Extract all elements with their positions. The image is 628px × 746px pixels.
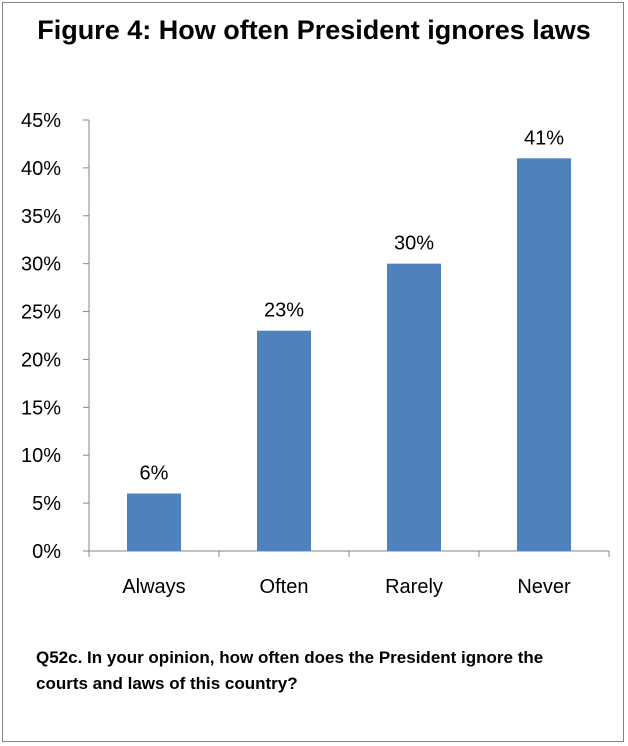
question-caption: Q52c. In your opinion, how often does th… bbox=[36, 648, 544, 693]
bar-often bbox=[257, 330, 311, 551]
y-tick-label: 35% bbox=[21, 206, 61, 228]
y-tick-label: 20% bbox=[21, 349, 61, 371]
chart-title: Figure 4: How often President ignores la… bbox=[37, 15, 591, 45]
x-tick-label-often: Often bbox=[260, 576, 309, 598]
data-label-often: 23% bbox=[264, 300, 304, 322]
bar-chart: 0% 5% 10% 15% 20% 25% 30% 35% 40% 45% 6% Always 23% O… bbox=[21, 110, 610, 598]
data-label-always: 6% bbox=[140, 463, 169, 485]
bar-rarely bbox=[387, 263, 441, 551]
y-tick-label: 45% bbox=[21, 110, 61, 132]
y-tick-label: 0% bbox=[32, 541, 61, 563]
y-tick-label: 40% bbox=[21, 158, 61, 180]
y-tick-label: 30% bbox=[21, 254, 61, 276]
y-tick-label: 10% bbox=[21, 445, 61, 467]
bar-never bbox=[517, 158, 571, 552]
x-tick-label-never: Never bbox=[517, 576, 571, 598]
y-tick-label: 15% bbox=[21, 397, 61, 419]
y-tick-label: 25% bbox=[21, 302, 61, 324]
data-label-never: 41% bbox=[524, 127, 564, 149]
x-tick-label-rarely: Rarely bbox=[385, 576, 443, 598]
x-tick-label-always: Always bbox=[122, 576, 185, 598]
bar-always bbox=[127, 493, 181, 551]
data-label-rarely: 30% bbox=[394, 233, 434, 255]
y-tick-label: 5% bbox=[32, 493, 61, 515]
